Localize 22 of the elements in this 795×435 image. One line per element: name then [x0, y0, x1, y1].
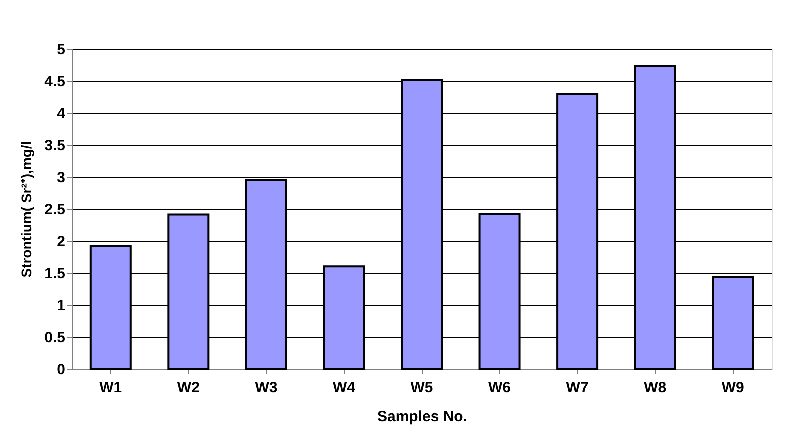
y-tick-label: 4.5 — [44, 74, 66, 90]
y-axis-title: Strontium( Sr²⁺),mg/l — [18, 141, 35, 278]
y-tick-label: 0.5 — [44, 330, 66, 346]
x-tick-label: W3 — [255, 380, 278, 396]
y-tick-label: 1 — [57, 298, 66, 314]
x-tick-label: W6 — [488, 380, 512, 396]
x-tick-label: W9 — [722, 380, 744, 396]
x-tick-label: W2 — [177, 380, 200, 396]
y-tick-label: 2.5 — [44, 202, 66, 218]
y-tick-label: 1.5 — [44, 266, 66, 282]
x-axis-title: Samples No. — [377, 408, 468, 426]
x-tick-label: W5 — [410, 380, 434, 396]
y-tick-label: 4 — [57, 106, 66, 122]
y-tick-label: 3.5 — [44, 138, 66, 154]
x-tick-label: W8 — [644, 380, 667, 396]
x-tick-label: W4 — [332, 380, 356, 396]
y-tick-label: 0 — [57, 362, 66, 378]
y-tick-label: 5 — [57, 42, 66, 58]
y-tick-label: 2 — [57, 234, 66, 250]
x-tick-label: W1 — [100, 380, 122, 396]
x-tick-label: W7 — [566, 380, 589, 396]
y-tick-label: 3 — [57, 170, 66, 186]
